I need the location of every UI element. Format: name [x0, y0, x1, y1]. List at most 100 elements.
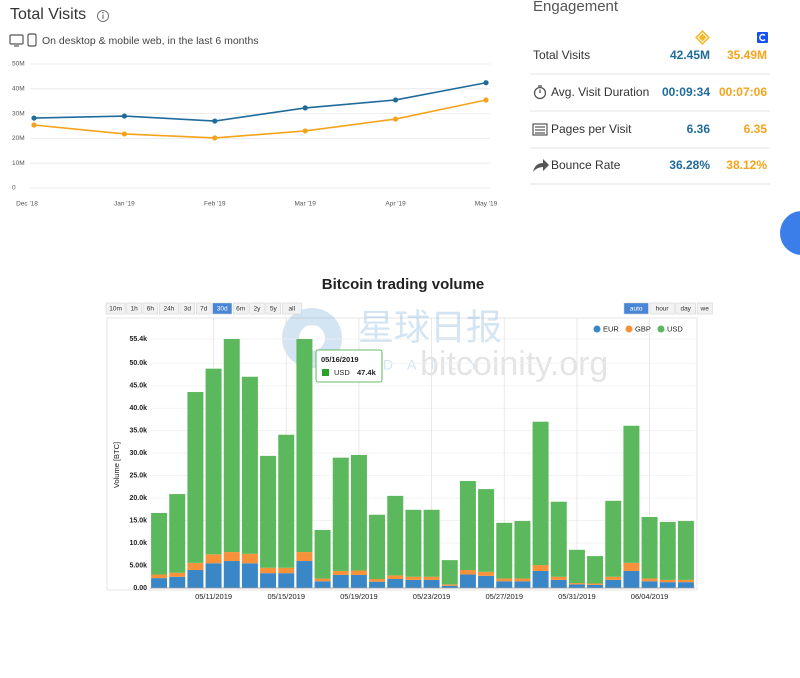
metric-label: Pages per Visit [551, 122, 632, 136]
bar-segment [496, 578, 513, 582]
bar-segment [223, 339, 240, 553]
range-button-label: 6h [147, 306, 155, 313]
tooltip-box [315, 349, 383, 383]
y-tick-label: 5.00k [129, 562, 147, 569]
y-tick-label: 20M [12, 135, 25, 142]
info-icon[interactable] [97, 10, 109, 22]
metric-value: 42.45M [670, 48, 710, 62]
bar-segment [169, 572, 186, 577]
range-button-label: 1h [130, 306, 138, 313]
bar-segment [605, 579, 622, 588]
range-button[interactable] [249, 302, 265, 315]
bar-segment [514, 521, 531, 579]
bar-segment [405, 576, 422, 580]
bar-segment [550, 576, 567, 580]
y-tick-label: 40M [12, 86, 25, 93]
watermark-site: bitcoinity.org [420, 345, 608, 383]
bar-segment [369, 514, 386, 580]
bar-segment [605, 576, 622, 580]
range-button[interactable] [281, 302, 302, 315]
chat-bubble[interactable] [780, 211, 800, 255]
range-button[interactable] [142, 302, 159, 315]
resolution-button[interactable] [675, 302, 696, 315]
engagement-title: Engagement [533, 0, 619, 15]
legend-label: USD [667, 324, 683, 333]
bounce-icon [533, 159, 549, 172]
range-button[interactable] [212, 302, 233, 315]
bar-segment [459, 574, 476, 588]
x-tick-label: 05/27/2019 [485, 592, 523, 601]
resolution-button[interactable] [649, 302, 675, 315]
bar-segment [369, 579, 386, 582]
x-tick-label: Feb '19 [204, 201, 226, 208]
bar-segment [296, 552, 313, 562]
x-tick-label: May '19 [475, 201, 498, 208]
range-button[interactable] [196, 302, 212, 315]
bar-segment [332, 457, 349, 571]
range-button[interactable] [265, 302, 281, 315]
bar-segment [514, 578, 531, 582]
point [393, 97, 399, 103]
bar-segment [677, 521, 694, 580]
bar-segment [296, 561, 313, 588]
bar-segment [641, 578, 658, 582]
bar-segment [260, 567, 277, 574]
bar-segment [587, 584, 604, 588]
range-button[interactable] [159, 302, 179, 315]
y-tick-label: 20.0k [129, 495, 147, 502]
bar-segment [659, 579, 676, 583]
resolution-button[interactable] [623, 302, 649, 315]
y-tick-label: 25.0k [129, 472, 147, 479]
tooltip-series: USD [334, 368, 350, 377]
x-tick-label: 05/31/2019 [558, 592, 596, 601]
bar-segment [332, 570, 349, 575]
metric-value: 38.12% [726, 158, 767, 172]
bar-segment [459, 481, 476, 571]
bar-segment [187, 570, 204, 588]
bar-segment [151, 512, 168, 575]
range-button-label: 6m [236, 306, 245, 313]
y-tick-label: 40.0k [129, 405, 147, 412]
series-line [33, 99, 487, 139]
bar-segment [532, 570, 549, 588]
bar-segment [405, 509, 422, 577]
x-tick-label: 06/04/2019 [631, 592, 669, 601]
tooltip-swatch [322, 369, 329, 376]
range-button[interactable] [105, 302, 126, 315]
bar-segment [278, 434, 295, 568]
bar-segment [387, 495, 404, 576]
bar-segment [496, 522, 513, 579]
bar-segment [641, 516, 658, 579]
range-button[interactable] [233, 302, 249, 315]
bar-segment [441, 585, 458, 588]
metric-value: 36.28% [669, 158, 710, 172]
bar-segment [187, 392, 204, 563]
plot-frame [106, 317, 698, 591]
point [302, 105, 308, 111]
bar-segment [187, 562, 204, 571]
bar-segment [423, 509, 440, 577]
point [31, 115, 37, 121]
resolution-button[interactable] [696, 302, 713, 315]
point [212, 135, 218, 141]
bar-segment [568, 549, 585, 584]
range-button[interactable] [126, 302, 142, 315]
bar-segment [459, 570, 476, 575]
bar-segment [587, 556, 604, 584]
bar-segment [223, 552, 240, 562]
y-axis-title: Volume [BTC] [112, 442, 121, 488]
x-tick-label: Jan '19 [114, 201, 135, 208]
range-button[interactable] [179, 302, 196, 315]
bar-segment [605, 500, 622, 577]
bar-segment [314, 581, 331, 588]
point [393, 116, 399, 122]
bar-segment [496, 581, 513, 588]
range-button-label: 7d [200, 306, 208, 313]
metric-value: 00:09:34 [662, 85, 710, 99]
coinbase-logo [757, 32, 768, 43]
point [121, 113, 127, 119]
bar-segment [205, 554, 222, 564]
bar-segment [369, 581, 386, 588]
bar-segment [241, 563, 258, 588]
